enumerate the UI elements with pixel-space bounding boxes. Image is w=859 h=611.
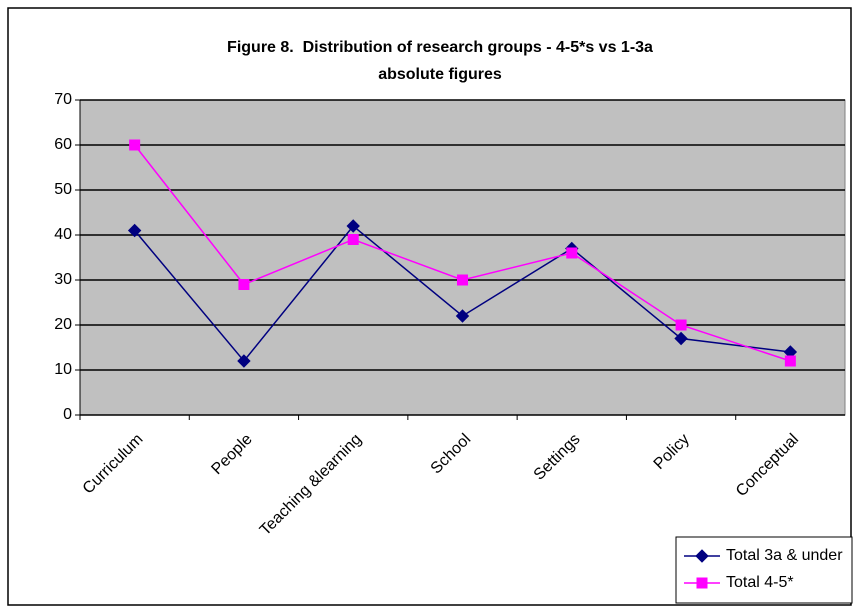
point [674,331,688,346]
plot-area [79,99,846,416]
legend-box [675,536,853,604]
y-tick-label: 50 [54,181,72,198]
y-tick-label: 30 [54,271,72,288]
point [455,309,470,323]
point [127,223,142,238]
y-tick-label: 60 [54,136,72,153]
point [457,274,468,286]
point [129,139,141,151]
legend-marker [696,577,708,589]
chart-title: Figure 8. Distribution of research group… [227,39,658,83]
y-tick-label: 20 [54,316,72,333]
legend-label: Total 3a & under [726,547,843,564]
point [675,319,687,331]
point [566,247,578,259]
y-tick-label: 10 [54,361,72,378]
point [238,279,250,290]
point [784,355,796,367]
y-tick-label: 0 [63,406,72,423]
legend-marker [695,549,709,563]
point [347,234,359,245]
y-tick-label: 70 [54,91,72,108]
point [346,219,360,233]
point [237,354,251,368]
legend-label: Total 4-5* [726,574,794,591]
y-tick-label: 40 [54,226,72,243]
